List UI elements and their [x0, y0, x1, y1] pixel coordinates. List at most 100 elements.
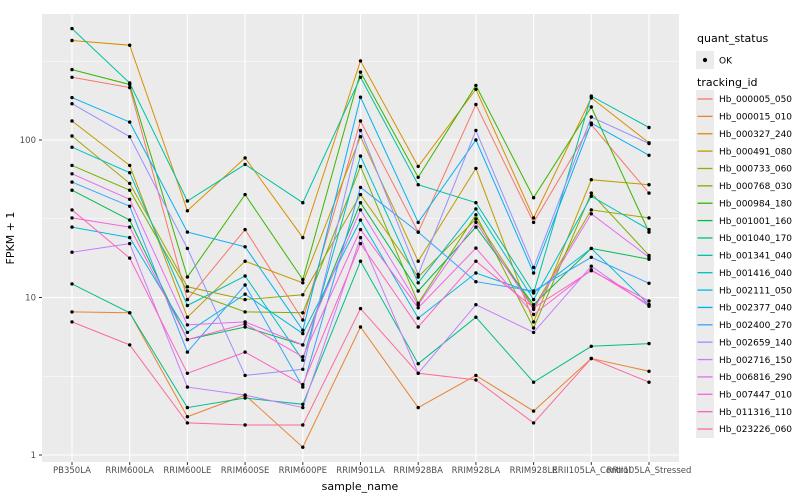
data-point [589, 191, 593, 195]
data-point [531, 421, 536, 425]
legend-title-quant-status: quant_status [697, 32, 769, 45]
data-point [358, 154, 363, 158]
data-point [128, 135, 132, 139]
data-point [589, 194, 593, 198]
data-point [301, 343, 305, 347]
data-point [185, 315, 190, 319]
data-point [70, 225, 74, 229]
data-point [301, 311, 305, 315]
data-point [243, 310, 247, 314]
data-point [647, 216, 651, 220]
data-point [474, 378, 478, 382]
x-tick-label: RRIM928LA [452, 466, 501, 476]
data-point [589, 255, 593, 259]
data-point [589, 178, 593, 182]
data-point [128, 343, 132, 347]
legend: quant_status OK tracking_id Hb_000005_05… [696, 32, 792, 439]
data-point [185, 289, 190, 293]
data-point [358, 185, 363, 190]
data-point [416, 405, 420, 410]
data-point [70, 102, 74, 106]
data-point [243, 274, 247, 278]
data-point [358, 70, 363, 74]
data-point [301, 201, 305, 205]
data-point [70, 134, 74, 138]
data-point [647, 191, 651, 195]
data-point [185, 330, 190, 335]
data-point [589, 344, 593, 348]
legend-item-label: Hb_000768_030 [719, 182, 792, 192]
data-point [243, 322, 247, 326]
data-point [185, 275, 190, 279]
data-point [358, 218, 363, 222]
data-point [243, 259, 247, 263]
data-point [185, 230, 190, 234]
data-point [70, 310, 74, 314]
y-tick-label: 10 [25, 294, 36, 304]
data-point [589, 105, 593, 109]
data-point [474, 315, 478, 319]
data-point [70, 163, 74, 168]
data-point [589, 208, 593, 212]
data-point [243, 325, 247, 329]
data-point [70, 75, 74, 80]
data-point [128, 256, 132, 260]
data-point [647, 303, 651, 307]
legend-item-label: Hb_011316_110 [719, 408, 792, 418]
data-point [185, 209, 190, 213]
data-point [647, 125, 651, 130]
legend-item-label: Hb_007447_010 [719, 390, 792, 400]
data-point [70, 216, 74, 220]
data-point [647, 183, 651, 187]
data-point [416, 289, 420, 293]
data-point [474, 83, 478, 88]
data-point [301, 277, 305, 282]
data-point [243, 162, 247, 167]
legend-item-label: Hb_002377_040 [719, 304, 792, 314]
x-tick-label: RRII105LA_Control [552, 466, 631, 476]
data-point [128, 120, 132, 124]
data-point [647, 227, 651, 232]
data-point [474, 220, 478, 225]
data-point [70, 38, 74, 43]
data-point [70, 26, 74, 31]
data-point [128, 225, 132, 229]
data-point [474, 246, 478, 250]
data-point [416, 230, 420, 234]
data-point [185, 421, 190, 425]
data-point [358, 208, 363, 212]
data-point [243, 297, 247, 302]
data-point [128, 241, 132, 246]
data-point [647, 153, 651, 157]
data-point [416, 220, 420, 225]
data-point [589, 94, 593, 98]
data-point [416, 306, 420, 310]
x-tick-label: RRIM928LE [510, 466, 558, 476]
data-point [128, 85, 132, 90]
data-point [301, 328, 305, 332]
data-point [128, 81, 132, 85]
data-point [128, 43, 132, 47]
data-point [589, 121, 593, 125]
data-point [474, 213, 478, 217]
data-point [647, 341, 651, 346]
data-point [531, 289, 536, 293]
x-tick-label: RRIM600PE [279, 466, 327, 476]
data-point [301, 367, 305, 371]
data-point [301, 235, 305, 240]
data-point [531, 271, 536, 275]
data-point [531, 306, 536, 310]
data-point [128, 204, 132, 208]
data-point [185, 371, 190, 375]
legend-item-label: Hb_000491_080 [719, 147, 792, 157]
data-point [531, 409, 536, 413]
legend-item-label: Hb_023226_060 [719, 425, 792, 435]
data-point [531, 380, 536, 384]
data-point [474, 303, 478, 307]
data-point [531, 326, 536, 330]
data-point [185, 415, 190, 419]
data-point [70, 172, 74, 176]
legend-item-label: Hb_000984_180 [719, 199, 792, 209]
